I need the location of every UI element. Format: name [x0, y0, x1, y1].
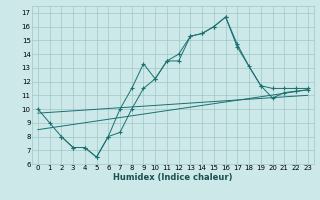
X-axis label: Humidex (Indice chaleur): Humidex (Indice chaleur)	[113, 173, 233, 182]
